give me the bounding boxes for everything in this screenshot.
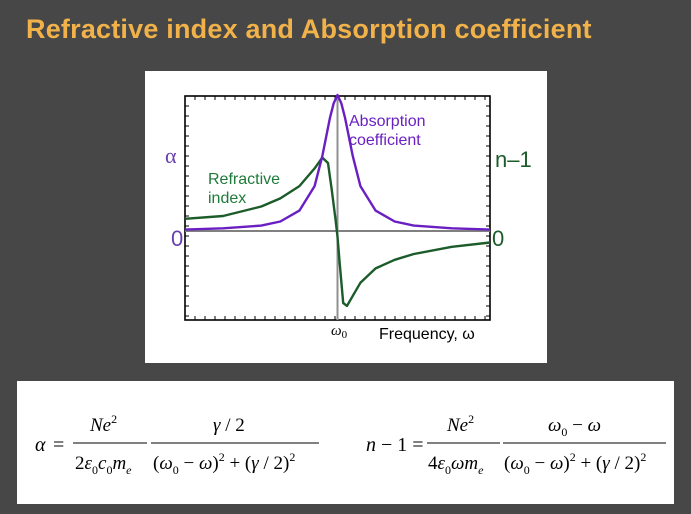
annotation-absorption-line2: coefficient [349, 132, 421, 149]
annotation-refractive-line1: Refractive [208, 171, 280, 188]
right-zero-label: 0 [492, 226, 504, 251]
svg-text:Ne2: Ne2 [89, 412, 117, 436]
absorption-refractive-chart: α 0 n–1 0 Absorption coefficient Refract… [165, 93, 532, 343]
equation-alpha: α = Ne2 2ε0c0me γ / 2 (ω0 − ω)2 + (γ / 2… [35, 412, 319, 477]
svg-text:Ne2: Ne2 [446, 412, 474, 436]
right-axis-label: n–1 [495, 147, 532, 172]
x-axis-label: Frequency, ω [379, 326, 475, 343]
svg-text:ω0 − ω: ω0 − ω [548, 415, 601, 439]
x-tick-omega0: ω0 [331, 323, 348, 341]
figure-panel: α 0 n–1 0 Absorption coefficient Refract… [145, 71, 547, 363]
left-zero-label: 0 [171, 226, 183, 251]
svg-text:n − 1 =: n − 1 = [366, 434, 424, 456]
svg-text:2ε0c0me: 2ε0c0me [75, 453, 132, 477]
series-line-absorption-coefficient [184, 93, 491, 231]
annotation-absorption-line1: Absorption [349, 113, 426, 130]
annotation-refractive-line2: index [208, 190, 246, 207]
series-line-refractive-index [184, 156, 491, 308]
slide-title: Refractive index and Absorption coeffici… [26, 14, 592, 44]
equation-panel: α = Ne2 2ε0c0me γ / 2 (ω0 − ω)2 + (γ / 2… [17, 381, 674, 504]
svg-text:(ω0 − ω)2 + (γ / 2)2: (ω0 − ω)2 + (γ / 2)2 [504, 450, 646, 477]
svg-text:(ω0 − ω)2 + (γ / 2)2: (ω0 − ω)2 + (γ / 2)2 [153, 450, 295, 477]
svg-text:γ / 2: γ / 2 [213, 415, 245, 436]
svg-text:α: α [35, 434, 46, 456]
left-axis-label: α [165, 143, 177, 168]
equations-svg: α = Ne2 2ε0c0me γ / 2 (ω0 − ω)2 + (γ / 2… [35, 412, 666, 477]
axis-ticks [185, 96, 490, 320]
svg-text:=: = [53, 434, 64, 456]
equation-refractive-index: n − 1 = Ne2 4ε0ωme ω0 − ω (ω0 − ω)2 + (γ… [366, 412, 666, 477]
svg-text:4ε0ωme: 4ε0ωme [428, 453, 484, 477]
